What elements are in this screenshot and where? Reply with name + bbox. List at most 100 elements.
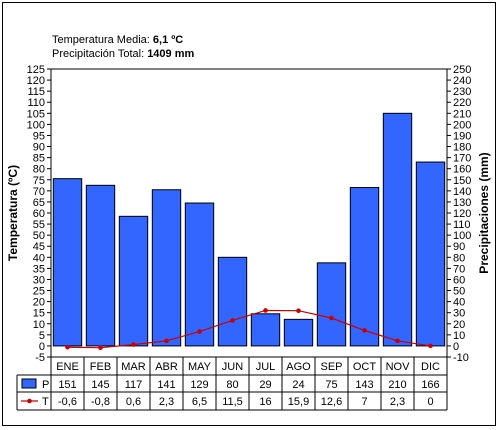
y-tick-label: 20 [33, 297, 45, 309]
table-value-p: 141 [157, 379, 175, 391]
bar-mar [118, 215, 149, 347]
total-precipitation: Precipitación Total: 1409 mm [52, 48, 194, 60]
temperature-point-jun [230, 318, 235, 323]
y-tick-label: 5 [39, 330, 45, 342]
y-tick-label: 30 [33, 274, 45, 286]
x-category-label: MAR [121, 361, 146, 373]
table-value-t: -0,8 [91, 396, 110, 408]
bar-abr [151, 189, 182, 347]
y-tick-label: 90 [33, 142, 45, 154]
y2-tick-label: 120 [453, 208, 471, 220]
y2-tick-label: 240 [453, 75, 471, 87]
table-value-p: 143 [355, 379, 373, 391]
y2-tick-label: 180 [453, 142, 471, 154]
table-value-p: 75 [325, 379, 337, 391]
y-tick-label: 0 [39, 341, 45, 353]
table-value-p: 24 [292, 379, 304, 391]
bar-oct [349, 187, 380, 347]
table-value-t: 0 [427, 396, 433, 408]
x-category-label: AGO [286, 361, 311, 373]
y-tick-label: 120 [27, 75, 45, 87]
y2-tick-label: 190 [453, 130, 471, 142]
table-value-p: 29 [259, 379, 271, 391]
y-tick-label: 125 [27, 64, 45, 76]
y2-tick-label: 30 [453, 308, 465, 320]
table-value-t: 2,3 [390, 396, 405, 408]
bar-ene [52, 178, 83, 347]
bar-jun [217, 256, 248, 347]
temperature-point-dic [428, 343, 433, 349]
legend-marker-t [27, 398, 32, 404]
x-category-label: FEB [90, 361, 111, 373]
y-tick-label: 10 [33, 319, 45, 331]
total-precipitation-value: 1409 mm [147, 48, 195, 60]
table-value-t: 7 [361, 396, 367, 408]
bar-ago [283, 318, 314, 347]
y2-tick-label: 90 [453, 241, 465, 253]
bar-nov [382, 112, 413, 347]
y-tick-label: 65 [33, 197, 45, 209]
x-category-label: MAY [188, 361, 212, 373]
y-tick-label: 100 [27, 119, 45, 131]
mean-temperature: Temperatura Media: 6,1 ºC [52, 34, 183, 46]
y2-tick-label: 40 [453, 297, 465, 309]
legend-swatch-p [21, 378, 37, 389]
table-value-t: 16 [259, 396, 271, 408]
y2-tick-label: 140 [453, 186, 471, 198]
temperature-point-oct [362, 328, 367, 333]
table-value-p: 145 [91, 379, 109, 391]
y-tick-label: 45 [33, 241, 45, 253]
y2-tick-label: 230 [453, 86, 471, 98]
temperature-point-sep [329, 315, 334, 321]
bar-feb [85, 184, 116, 347]
y2-tick-label: -10 [453, 352, 469, 364]
y2-tick-label: 110 [453, 219, 471, 231]
table-value-t: -0,6 [58, 396, 77, 408]
temperature-point-jul [263, 308, 268, 313]
y-tick-label: -5 [35, 352, 45, 364]
y2-tick-label: 160 [453, 164, 471, 176]
y2-tick-label: 210 [453, 108, 471, 120]
x-category-label: JUL [256, 361, 276, 373]
table-value-p: 210 [388, 379, 406, 391]
y-tick-label: 35 [33, 263, 45, 275]
y-tick-label: 40 [33, 252, 45, 264]
temperature-point-nov [395, 338, 400, 344]
x-category-label: NOV [386, 361, 411, 373]
legend-label-t: T [42, 396, 49, 408]
x-category-label: ABR [155, 361, 178, 373]
bar-dic [415, 161, 446, 347]
table-value-p: 166 [421, 379, 439, 391]
y-tick-label: 50 [33, 230, 45, 242]
y-axis-title: Temperatura (ºC) [6, 165, 20, 261]
table-value-t: 15,9 [288, 396, 309, 408]
y2-tick-label: 100 [453, 230, 471, 242]
x-category-label: OCT [353, 361, 377, 373]
bar-sep [316, 262, 347, 347]
temperature-point-may [197, 329, 202, 334]
y2-tick-label: 200 [453, 119, 471, 131]
table-value-p: 151 [58, 379, 76, 391]
x-category-label: SEP [320, 361, 342, 373]
table-value-p: 129 [190, 379, 208, 391]
temperature-point-ene [65, 344, 70, 350]
mean-temperature-value: 6,1 ºC [152, 34, 184, 46]
y-tick-label: 110 [27, 97, 45, 109]
y-tick-label: 85 [33, 153, 45, 165]
legend-label-p: P [42, 379, 49, 391]
table-value-t: 6,5 [192, 396, 207, 408]
temperature-point-ago [296, 308, 301, 313]
y2-axis-title: Precipitaciones (mm) [477, 152, 491, 273]
y2-tick-label: 220 [453, 97, 471, 109]
total-precipitation-label: Precipitación Total: [52, 48, 145, 60]
table-value-t: 2,3 [159, 396, 174, 408]
bar-jul [250, 313, 281, 347]
y-tick-label: 55 [33, 219, 45, 231]
temperature-point-feb [98, 345, 103, 350]
y2-tick-label: 130 [453, 197, 471, 209]
y2-tick-label: 60 [453, 274, 465, 286]
y-tick-label: 115 [27, 86, 45, 98]
y2-tick-label: 50 [453, 286, 465, 298]
y2-tick-label: 80 [453, 252, 465, 264]
y2-tick-label: 150 [453, 175, 471, 187]
